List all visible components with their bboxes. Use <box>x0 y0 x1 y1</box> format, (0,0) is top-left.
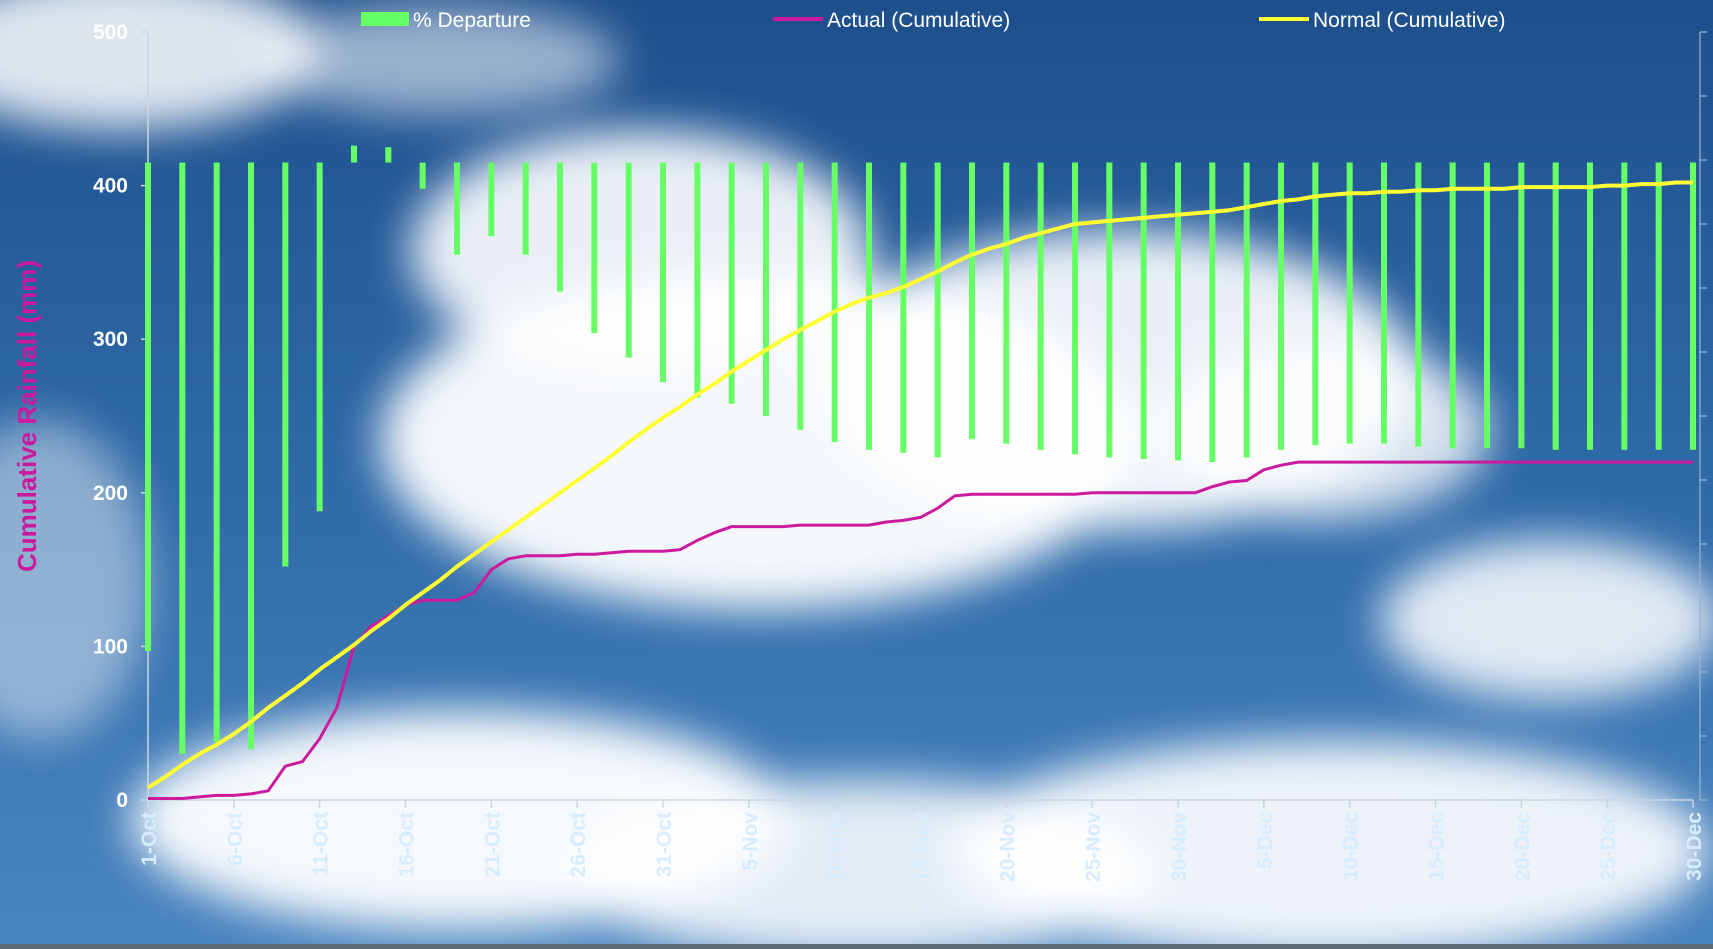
departure-bar <box>728 162 735 404</box>
x-tick-label: 25-Dec <box>1597 812 1620 881</box>
departure-bar <box>1278 162 1284 450</box>
x-tick-label: 11-Oct <box>310 812 333 876</box>
axes: 0 100 200 300 400 500 Cumulative Rainfall (mm)… <box>12 21 1707 882</box>
departure-bar <box>660 162 666 383</box>
y-tick-label: 300 <box>93 328 128 351</box>
departure-bar <box>934 162 941 458</box>
x-tick-label: 26-Oct <box>567 812 590 877</box>
departure-bar <box>1655 162 1662 450</box>
legend: % Departure Actual (Cumulative) Normal (Cu… <box>361 9 1506 32</box>
departure-bar <box>1072 162 1078 455</box>
x-tick-label: 10-Nov <box>825 812 848 882</box>
departure-bar <box>213 162 220 742</box>
departure-bar <box>454 162 460 255</box>
departure-bar <box>1175 162 1181 461</box>
departure-bar <box>1552 162 1559 450</box>
x-tick-label: 25-Nov <box>1082 812 1105 882</box>
departure-bar <box>1037 162 1044 450</box>
departure-bar <box>1518 162 1525 449</box>
cumulative-lines <box>146 180 1693 800</box>
x-tick-label: 30-Dec <box>1683 812 1706 881</box>
x-tick-label: 31-Oct <box>653 812 676 877</box>
x-tick-label: 15-Nov <box>911 812 934 882</box>
departure-bar <box>591 162 598 334</box>
departure-bar <box>763 162 769 416</box>
departure-bar <box>351 145 357 163</box>
departure-bar <box>866 162 872 450</box>
x-tick-label: 5-Nov <box>739 812 762 871</box>
departure-bar <box>385 147 392 163</box>
departure-bar <box>248 162 254 750</box>
departure-bar <box>1621 162 1628 450</box>
y-axis-title: Cumulative Rainfall (mm) <box>12 260 42 572</box>
departure-bar <box>282 162 289 567</box>
x-tick-label: 20-Nov <box>996 812 1019 882</box>
x-tick-label: 16-Oct <box>396 812 419 877</box>
departure-bar <box>488 162 495 237</box>
departure-bar <box>1449 162 1456 449</box>
legend-label-normal: Normal (Cumulative) <box>1313 9 1506 32</box>
departure-bar <box>1346 162 1353 444</box>
legend-label-actual: Actual (Cumulative) <box>827 9 1010 32</box>
departure-bar <box>900 162 907 453</box>
departure-bar <box>1243 162 1250 458</box>
departure-bars <box>145 145 1696 754</box>
departure-bar <box>1312 162 1319 446</box>
y-tick-label: 200 <box>93 482 128 505</box>
departure-bar <box>1381 162 1387 444</box>
x-tick-label: 5-Dec <box>1254 812 1277 870</box>
y-tick-label: 500 <box>93 21 128 44</box>
x-tick-label: 21-Oct <box>481 812 504 877</box>
departure-bar <box>145 162 151 652</box>
x-tick-label: 1-Oct <box>138 812 161 866</box>
x-tick-label: 10-Dec <box>1340 812 1363 881</box>
departure-bar <box>1484 162 1490 449</box>
departure-bar <box>1415 162 1422 447</box>
departure-bar <box>1140 162 1147 460</box>
departure-bar <box>1106 162 1113 458</box>
y-tick-label: 400 <box>93 175 128 198</box>
departure-bar <box>522 162 529 255</box>
x-tick-label: 20-Dec <box>1511 812 1534 881</box>
y-tick-label: 100 <box>93 635 128 658</box>
departure-bar <box>557 162 563 292</box>
departure-bar <box>316 162 323 512</box>
x-tick-label: 30-Nov <box>1168 812 1191 882</box>
departure-bar <box>797 162 804 430</box>
y-tick-label: 0 <box>116 789 128 812</box>
legend-swatch-departure <box>361 12 409 26</box>
departure-bar <box>1690 162 1696 450</box>
departure-bar <box>1587 162 1593 450</box>
departure-bar <box>419 162 426 189</box>
x-tick-label: 6-Oct <box>224 812 247 866</box>
departure-bar <box>694 162 701 398</box>
departure-bar <box>969 162 975 440</box>
departure-bar <box>179 162 186 754</box>
x-tick-label: 15-Dec <box>1426 812 1449 881</box>
normal-cumulative-line <box>146 180 1693 790</box>
departure-bar <box>1003 162 1010 444</box>
departure-bar <box>831 162 838 443</box>
legend-label-departure: % Departure <box>413 9 531 32</box>
departure-bar <box>1209 162 1216 463</box>
departure-bar <box>625 162 632 358</box>
